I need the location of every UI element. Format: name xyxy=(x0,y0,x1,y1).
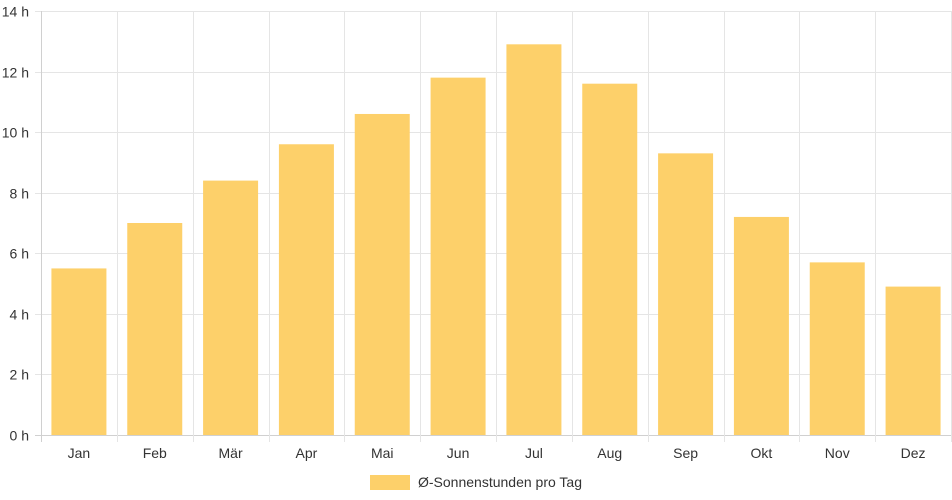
x-tick-label: Okt xyxy=(751,445,773,461)
bar[interactable] xyxy=(658,153,714,436)
bar[interactable] xyxy=(430,77,486,435)
bar[interactable] xyxy=(354,113,410,435)
legend-swatch xyxy=(370,475,410,490)
bar[interactable] xyxy=(203,180,259,435)
bar[interactable] xyxy=(733,216,789,435)
x-tick-label: Mär xyxy=(219,445,243,461)
axes: 0 h 2 h 4 h 6 h 8 h 10 h 12 h 14 h Jan Feb Mär Apr M… xyxy=(2,4,926,462)
x-tick-label: Feb xyxy=(143,445,167,461)
x-tick-label: Jan xyxy=(68,445,91,461)
x-tick-label: Sep xyxy=(673,445,698,461)
bar[interactable] xyxy=(582,83,638,435)
y-tick-label: 10 h xyxy=(2,125,29,141)
bars xyxy=(51,44,941,436)
bar[interactable] xyxy=(51,268,107,435)
x-tick-label: Aug xyxy=(597,445,622,461)
y-tick-label: 8 h xyxy=(10,186,29,202)
x-tick-label: Mai xyxy=(371,445,394,461)
x-tick-label: Jul xyxy=(525,445,543,461)
legend[interactable]: Ø-Sonnenstunden pro Tag xyxy=(370,474,582,490)
x-tick-label: Apr xyxy=(296,445,318,461)
y-tick-label: 14 h xyxy=(2,4,29,20)
bar[interactable] xyxy=(809,262,865,435)
bar[interactable] xyxy=(506,44,562,436)
y-tick-label: 6 h xyxy=(10,246,29,262)
x-tick-label: Jun xyxy=(447,445,470,461)
legend-label: Ø-Sonnenstunden pro Tag xyxy=(418,474,582,490)
y-tick-label: 4 h xyxy=(10,307,29,323)
x-tick-label: Dez xyxy=(901,445,926,461)
bar[interactable] xyxy=(885,286,941,435)
y-tick-label: 0 h xyxy=(10,428,29,444)
y-tick-label: 12 h xyxy=(2,65,29,81)
bar[interactable] xyxy=(278,144,334,435)
x-tick-label: Nov xyxy=(825,445,850,461)
grid xyxy=(35,11,952,442)
y-tick-label: 2 h xyxy=(10,367,29,383)
bar[interactable] xyxy=(127,223,183,435)
